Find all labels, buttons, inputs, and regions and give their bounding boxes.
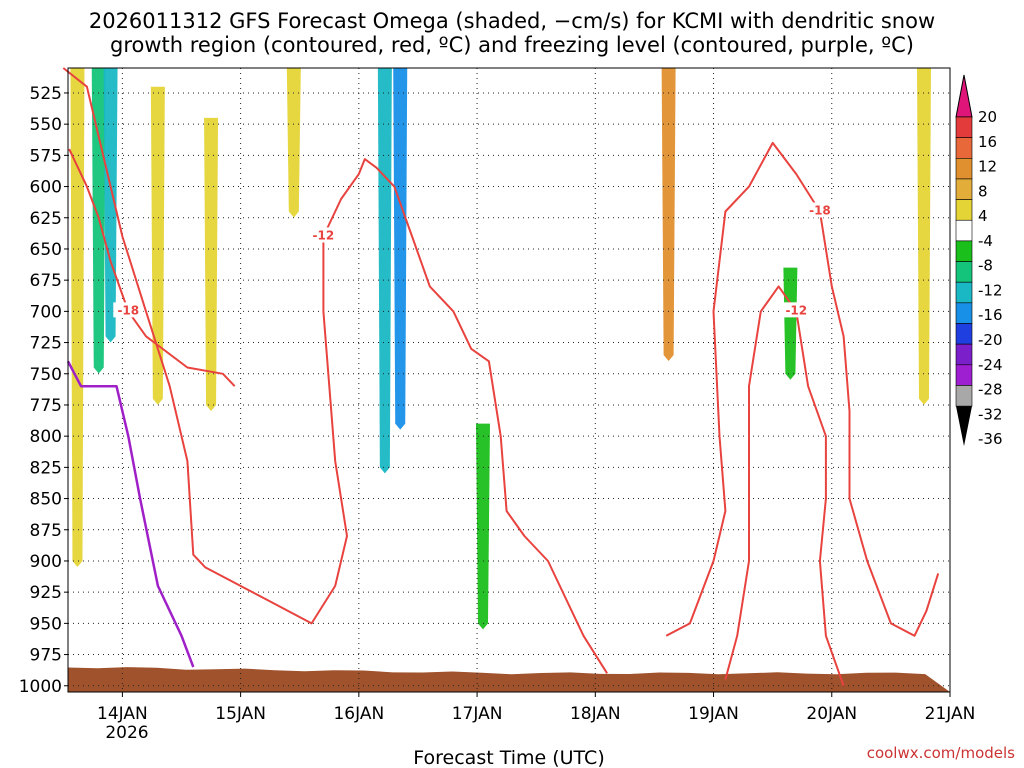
- x-tick-label-20JAN: 20JAN: [806, 704, 857, 724]
- contour-layer: -18 -12 -18 -12: [62, 67, 940, 687]
- colorbar-label-3: 8: [978, 182, 988, 200]
- colorbar-swatch-3: [955, 178, 973, 200]
- x-axis: 14JAN 15JAN 16JAN 17JAN 18JAN 19JAN 20JAN 21JAN: [97, 692, 975, 724]
- y-tick-label-550: 550: [30, 115, 62, 135]
- contour-label-0: -18: [117, 303, 139, 317]
- y-tick-label-875: 875: [30, 521, 62, 541]
- colorbar-swatch-6: [955, 240, 973, 262]
- omega-band-6: [377, 68, 392, 474]
- x-tick-label-18JAN: 18JAN: [570, 704, 621, 724]
- colorbar-label-8: -16: [978, 306, 1003, 324]
- contour-label-bg-3: [781, 302, 812, 318]
- colorbar-label-9: -20: [978, 331, 1003, 349]
- contour-line-3: [724, 285, 845, 687]
- chart-title-line2: growth region (contoured, red, ºC) and f…: [110, 33, 914, 57]
- x-tick-label-19JAN: 19JAN: [688, 704, 739, 724]
- colorbar-label-1: 16: [978, 133, 997, 151]
- y-tick-label-950: 950: [30, 614, 62, 634]
- colorbar-swatch-8: [955, 281, 973, 304]
- y-tick-label-675: 675: [30, 271, 62, 291]
- omega-band-5: [286, 68, 301, 218]
- omega-band-8: [475, 423, 490, 630]
- y-tick-label-825: 825: [30, 458, 62, 478]
- colorbar-swatch-5: [955, 219, 973, 242]
- y-tick-label-600: 600: [30, 178, 62, 198]
- colorbar-top-arrow: [955, 74, 973, 118]
- freezing-level-layer: [66, 360, 195, 668]
- colorbar-swatch-11: [955, 343, 973, 366]
- contour-label-1: -12: [313, 228, 335, 242]
- contour-label-bg-0: [113, 302, 144, 318]
- y-axis: 525 550 575 600 625 650 675 700 725 750 775 800 825 8…: [19, 84, 68, 697]
- contour-label-bg-2: [804, 202, 835, 218]
- y-tick-label-925: 925: [30, 583, 62, 603]
- colorbar-label-12: -32: [978, 405, 1003, 423]
- y-tick-label-750: 750: [30, 365, 62, 385]
- colorbar-label-5: -4: [978, 232, 993, 250]
- y-tick-label-800: 800: [30, 427, 62, 447]
- y-tick-label-725: 725: [30, 334, 62, 354]
- colorbar-swatch-4: [955, 199, 973, 221]
- colorbar-swatch-9: [955, 302, 973, 324]
- x-year-label: 2026: [105, 723, 148, 743]
- grid-layer: [68, 68, 951, 692]
- colorbar-label-4: 4: [978, 207, 988, 225]
- y-tick-label-775: 775: [30, 396, 62, 416]
- colorbar-label-10: -24: [978, 356, 1003, 374]
- y-tick-label-900: 900: [30, 552, 62, 572]
- x-tick-label-17JAN: 17JAN: [452, 704, 503, 724]
- contour-label-bg-1: [308, 227, 339, 243]
- y-tick-label-975: 975: [30, 646, 62, 666]
- omega-band-0: [70, 68, 85, 567]
- contour-label-2: -18: [809, 204, 831, 218]
- x-tick-label-21JAN: 21JAN: [925, 704, 976, 724]
- contour-line-1: [62, 67, 608, 674]
- y-tick-label-650: 650: [30, 240, 62, 260]
- colorbar: 20 16 12 8 4 -4 -8 -12 -16 -20 -24 -28 -32 -36: [955, 74, 1003, 448]
- x-tick-label-14JAN: 14JAN: [97, 704, 148, 724]
- x-tick-label-16JAN: 16JAN: [333, 704, 384, 724]
- colorbar-label-6: -8: [978, 257, 993, 275]
- contour-line-2: [665, 141, 940, 637]
- colorbar-swatch-7: [955, 261, 973, 283]
- y-tick-label-700: 700: [30, 302, 62, 322]
- x-tick-label-15JAN: 15JAN: [215, 704, 266, 724]
- colorbar-swatch-2: [955, 158, 973, 180]
- terrain-fill: [68, 667, 950, 692]
- omega-band-3: [150, 86, 165, 405]
- omega-band-10: [783, 267, 798, 380]
- omega-band-4: [204, 117, 219, 411]
- y-tick-label-575: 575: [30, 146, 62, 166]
- colorbar-label-11: -28: [978, 381, 1003, 399]
- colorbar-label-2: 12: [978, 158, 997, 176]
- x-axis-title: Forecast Time (UTC): [413, 747, 604, 768]
- credit-text: coolwx.com/models: [867, 744, 1015, 762]
- y-tick-label-625: 625: [30, 209, 62, 229]
- omega-band-11: [916, 68, 931, 405]
- colorbar-swatch-12: [955, 364, 973, 386]
- chart-title-line1: 2026011312 GFS Forecast Omega (shaded, −…: [89, 9, 935, 33]
- y-tick-label-850: 850: [30, 490, 62, 510]
- plot-frame: [67, 67, 951, 693]
- y-tick-label-525: 525: [30, 84, 62, 104]
- terrain-layer: [68, 667, 950, 692]
- colorbar-label-0: 20: [978, 108, 997, 126]
- contour-label-3: -12: [785, 303, 807, 317]
- colorbar-swatch-0: [955, 116, 973, 138]
- y-tick-label-1000: 1000: [19, 677, 62, 697]
- omega-band-7: [393, 68, 408, 430]
- omega-band-9: [661, 68, 676, 362]
- colorbar-bottom-arrow: [956, 406, 972, 447]
- colorbar-label-13: -36: [978, 430, 1003, 448]
- omega-shading-layer: [70, 68, 931, 630]
- freezing-level-line: [66, 360, 195, 668]
- colorbar-swatch-1: [955, 137, 973, 159]
- colorbar-swatch-13: [955, 385, 973, 407]
- colorbar-swatch-10: [955, 323, 973, 345]
- colorbar-label-7: -12: [978, 281, 1003, 299]
